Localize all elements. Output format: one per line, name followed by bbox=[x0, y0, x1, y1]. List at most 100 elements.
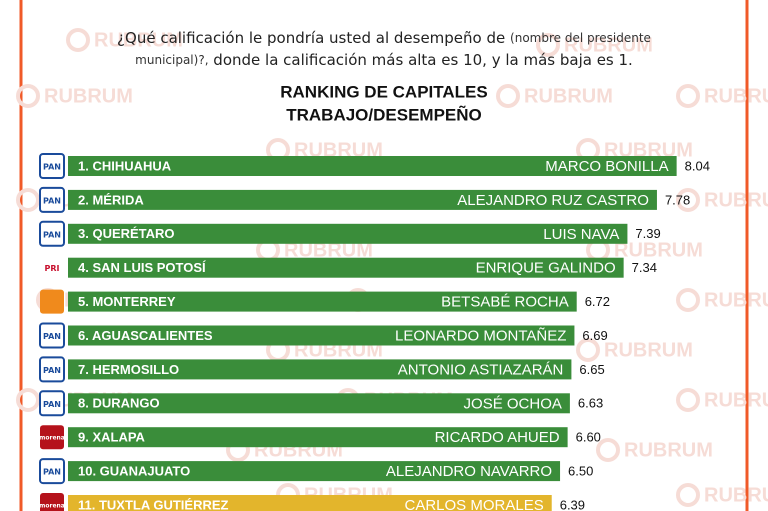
question: ¿Qué calificación le pondría usted al de… bbox=[117, 29, 651, 47]
bar bbox=[68, 325, 575, 346]
category-label: 4. SAN LUIS POTOSÍ bbox=[78, 260, 206, 275]
watermark: RUBRUM bbox=[704, 484, 768, 506]
frame bbox=[19, 0, 749, 511]
category-label: 1. CHIHUAHUA bbox=[78, 158, 172, 173]
watermark-icon bbox=[676, 388, 700, 412]
party-logo bbox=[39, 356, 65, 383]
bar-name: ALEJANDRO RUZ CASTRO bbox=[457, 192, 649, 209]
value-label: 7.34 bbox=[632, 260, 657, 275]
bar bbox=[68, 189, 657, 210]
party-label: PAN bbox=[43, 163, 61, 172]
party-logo bbox=[39, 220, 65, 247]
watermark: RUBRUM bbox=[44, 85, 133, 107]
party-label: PAN bbox=[43, 468, 61, 477]
watermark: RUBRUM bbox=[94, 29, 183, 51]
watermark: RUBRUM bbox=[624, 439, 713, 461]
bar-name: BETSABÉ ROCHA bbox=[441, 294, 569, 311]
value-label: 8.04 bbox=[685, 158, 710, 173]
watermark: RUBRUM bbox=[704, 85, 768, 107]
bar-name: LUIS NAVA bbox=[543, 226, 619, 243]
bar bbox=[68, 393, 570, 414]
watermark: RUBRUM bbox=[704, 189, 768, 211]
value-label: 6.50 bbox=[568, 464, 593, 479]
party-label: PAN bbox=[43, 400, 61, 409]
bar-name: MARCO BONILLA bbox=[545, 158, 668, 175]
bar bbox=[68, 257, 624, 278]
party-logo bbox=[40, 425, 64, 450]
watermark-icon bbox=[676, 288, 700, 312]
value-label: 7.39 bbox=[635, 226, 660, 241]
question-part: municipal)?, bbox=[135, 53, 208, 67]
watermark-icon bbox=[596, 438, 620, 462]
party-logo bbox=[39, 322, 65, 349]
watermark-icon bbox=[16, 188, 40, 212]
party-logo bbox=[39, 390, 65, 417]
category-label: 10. GUANAJUATO bbox=[78, 464, 190, 479]
party-label: PAN bbox=[43, 230, 61, 239]
bar-name: ALEJANDRO NAVARRO bbox=[386, 463, 552, 480]
bar-name: LEONARDO MONTAÑEZ bbox=[395, 327, 566, 344]
category-label: 5. MONTERREY bbox=[78, 294, 176, 309]
bar bbox=[68, 495, 552, 511]
party-label: PAN bbox=[43, 332, 61, 341]
category-label: 7. HERMOSILLO bbox=[78, 362, 179, 377]
bar bbox=[68, 223, 628, 244]
value-label: 6.72 bbox=[585, 294, 610, 309]
party-logo bbox=[40, 255, 64, 280]
watermark: RUBRUM bbox=[604, 339, 693, 361]
bar bbox=[68, 156, 677, 176]
category-label: 8. DURANGO bbox=[78, 396, 160, 411]
question-part: ¿Qué calificación le pondría usted al de… bbox=[117, 29, 505, 47]
party-label: PAN bbox=[43, 196, 61, 205]
watermark-icon bbox=[16, 388, 40, 412]
party-logo bbox=[39, 458, 65, 485]
bar-name: ANTONIO ASTIAZARÁN bbox=[398, 361, 564, 378]
bar-name: ENRIQUE GALINDO bbox=[476, 260, 616, 277]
party-label: PRI bbox=[45, 264, 60, 273]
category-label: 2. MÉRIDA bbox=[78, 192, 144, 207]
chart-title: TRABAJO/DESEMPEÑO bbox=[286, 104, 482, 124]
watermark: RUBRUM bbox=[704, 389, 768, 411]
watermark: RUBRUM bbox=[294, 139, 383, 161]
watermark: RUBRUM bbox=[614, 239, 703, 261]
value-label: 7.78 bbox=[665, 192, 690, 207]
value-label: 6.69 bbox=[582, 328, 607, 343]
question-part: donde la calificación más alta es 10, y … bbox=[213, 51, 633, 69]
watermark-icon bbox=[536, 33, 560, 57]
watermark-icon bbox=[16, 84, 40, 108]
watermark-icon bbox=[496, 84, 520, 108]
category-label: 6. AGUASCALIENTES bbox=[78, 328, 213, 343]
watermark: RUBRUM bbox=[284, 239, 373, 261]
party-logo bbox=[39, 153, 65, 179]
bar bbox=[68, 427, 568, 448]
category-label: 11. TUXTLA GUTIÉRREZ bbox=[78, 497, 229, 511]
party-logo bbox=[40, 289, 64, 314]
party-logo bbox=[40, 493, 64, 511]
category-label: 9. XALAPA bbox=[78, 430, 146, 445]
value-label: 6.63 bbox=[578, 396, 603, 411]
watermark-icon bbox=[66, 28, 90, 52]
bar-name: JOSÉ OCHOA bbox=[464, 395, 562, 412]
bar bbox=[68, 359, 572, 380]
value-label: 6.39 bbox=[560, 497, 585, 511]
party-label: morena bbox=[39, 503, 65, 510]
party-label: morena bbox=[39, 435, 65, 442]
question-part: (nombre del presidente bbox=[510, 31, 651, 45]
watermark-icon bbox=[676, 84, 700, 108]
value-label: 6.65 bbox=[579, 362, 604, 377]
watermark: RUBRUM bbox=[704, 289, 768, 311]
watermark-icon bbox=[676, 188, 700, 212]
bar-name: CARLOS MORALES bbox=[405, 497, 544, 511]
question: municipal)?, donde la calificación más a… bbox=[135, 51, 633, 69]
value-label: 6.60 bbox=[576, 430, 601, 445]
party-label: PAN bbox=[43, 366, 61, 375]
watermark-icon bbox=[576, 338, 600, 362]
watermark: RUBRUM bbox=[604, 139, 693, 161]
category-label: 3. QUERÉTARO bbox=[78, 226, 175, 241]
bar bbox=[68, 461, 561, 482]
chart-title: RANKING DE CAPITALES bbox=[280, 82, 487, 101]
bar bbox=[68, 291, 577, 312]
watermark: RUBRUM bbox=[564, 34, 653, 56]
watermark: RUBRUM bbox=[524, 85, 613, 107]
